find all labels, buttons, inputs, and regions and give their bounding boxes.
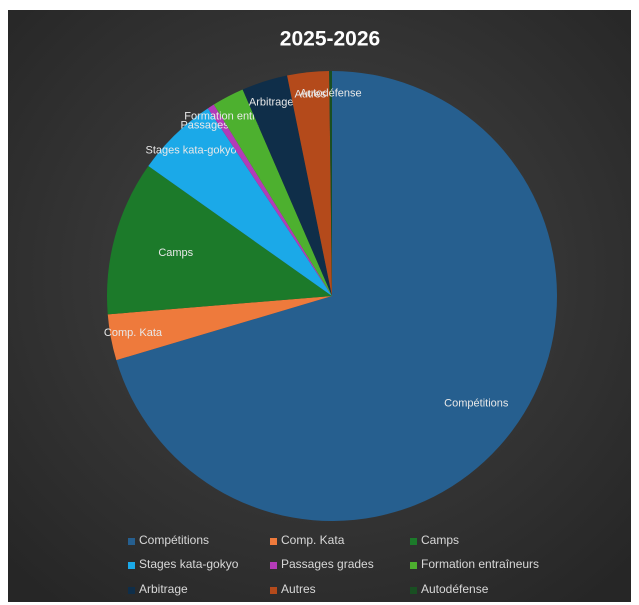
slice-label: Camps — [158, 247, 193, 259]
pie-slice — [287, 71, 332, 297]
legend-swatch — [410, 587, 417, 594]
legend-swatch — [128, 562, 135, 569]
slice-label: Stages kata-gokyo — [146, 144, 237, 156]
legend-text: Camps — [421, 533, 459, 547]
slice-label: Autodéfense — [300, 87, 362, 99]
legend-text: Passages grades — [281, 557, 374, 571]
chart-title: 2025-2026 — [280, 28, 380, 51]
legend-swatch — [270, 538, 277, 545]
legend-swatch — [410, 562, 417, 569]
slice-label: Arbitrage — [249, 97, 294, 109]
legend-text: Comp. Kata — [281, 533, 345, 547]
pie-slice — [242, 75, 332, 296]
pie-slice — [107, 296, 332, 361]
legend-text: Autres — [281, 582, 316, 596]
legend-swatch — [128, 587, 135, 594]
pie-slice — [106, 166, 332, 315]
legend-text: Arbitrage — [139, 582, 188, 596]
legend-text: Compétitions — [139, 533, 209, 547]
pie-slice — [148, 108, 332, 296]
legend-text: Autodéfense — [421, 582, 489, 596]
legend-swatch — [410, 538, 417, 545]
legend-swatch — [270, 587, 277, 594]
legend-text: Formation entraîneurs — [421, 557, 539, 571]
legend-swatch — [270, 562, 277, 569]
pie-slice — [213, 89, 332, 296]
pie-slice — [329, 71, 332, 296]
slice-label: Compétitions — [444, 398, 509, 410]
pie-slice — [116, 71, 558, 521]
slice-label: Comp. Kata — [104, 327, 163, 339]
slice-label: Autres — [295, 89, 327, 101]
legend-swatch — [128, 538, 135, 545]
legend-text: Stages kata-gokyo — [139, 557, 239, 571]
pie-slice — [207, 104, 332, 296]
